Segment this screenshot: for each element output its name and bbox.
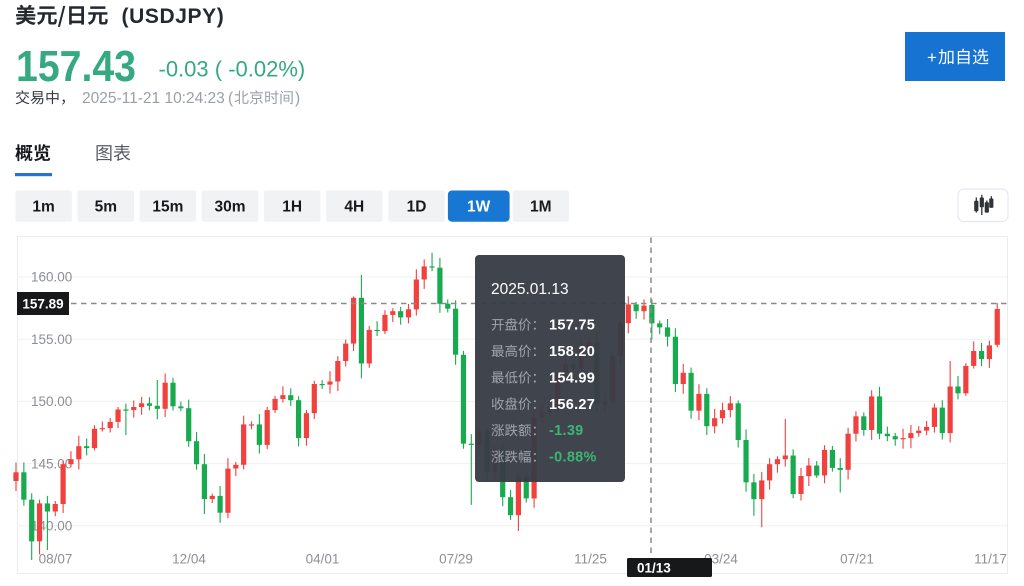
svg-text:4H: 4H	[344, 199, 364, 216]
svg-text:160.00: 160.00	[31, 270, 72, 285]
svg-text:11/25: 11/25	[574, 552, 607, 567]
svg-text:157.89: 157.89	[22, 297, 63, 312]
svg-text:1M: 1M	[530, 199, 552, 216]
svg-text:12/04: 12/04	[172, 552, 206, 567]
svg-text:(: (	[228, 90, 234, 107]
svg-text:5m: 5m	[95, 199, 117, 216]
svg-text:-0.03 ( -0.02%): -0.03 ( -0.02%)	[159, 57, 306, 82]
svg-text:+: +	[927, 48, 937, 67]
svg-text:01/13: 01/13	[637, 561, 671, 576]
svg-text:15m: 15m	[152, 199, 183, 216]
svg-text:2025-11-21 10:24:23: 2025-11-21 10:24:23	[82, 90, 225, 107]
svg-text:03/24: 03/24	[704, 552, 738, 567]
svg-text:154.99: 154.99	[549, 370, 595, 386]
svg-text:2025.01.13: 2025.01.13	[491, 281, 569, 298]
svg-text:1m: 1m	[32, 199, 54, 216]
svg-text:(USDJPY): (USDJPY)	[122, 5, 225, 28]
svg-text:156.27: 156.27	[549, 397, 595, 413]
svg-text:157.43: 157.43	[16, 42, 136, 91]
svg-text:11/17: 11/17	[974, 552, 1007, 567]
svg-text:-1.39: -1.39	[549, 423, 584, 439]
svg-text:): )	[295, 90, 300, 107]
svg-text:08/07: 08/07	[39, 552, 73, 567]
svg-text:150.00: 150.00	[31, 394, 72, 409]
svg-text:04/01: 04/01	[306, 552, 340, 567]
svg-text:1H: 1H	[282, 199, 302, 216]
svg-text:145.00: 145.00	[31, 456, 72, 471]
svg-text:155.00: 155.00	[31, 332, 72, 347]
svg-text:157.75: 157.75	[549, 318, 595, 334]
svg-text:1W: 1W	[467, 199, 491, 216]
svg-text:07/21: 07/21	[840, 552, 874, 567]
svg-text:158.20: 158.20	[549, 344, 595, 360]
svg-text:-0.88%: -0.88%	[549, 450, 597, 466]
svg-text:30m: 30m	[214, 199, 245, 216]
svg-text:1D: 1D	[407, 199, 427, 216]
svg-text:07/29: 07/29	[439, 552, 473, 567]
